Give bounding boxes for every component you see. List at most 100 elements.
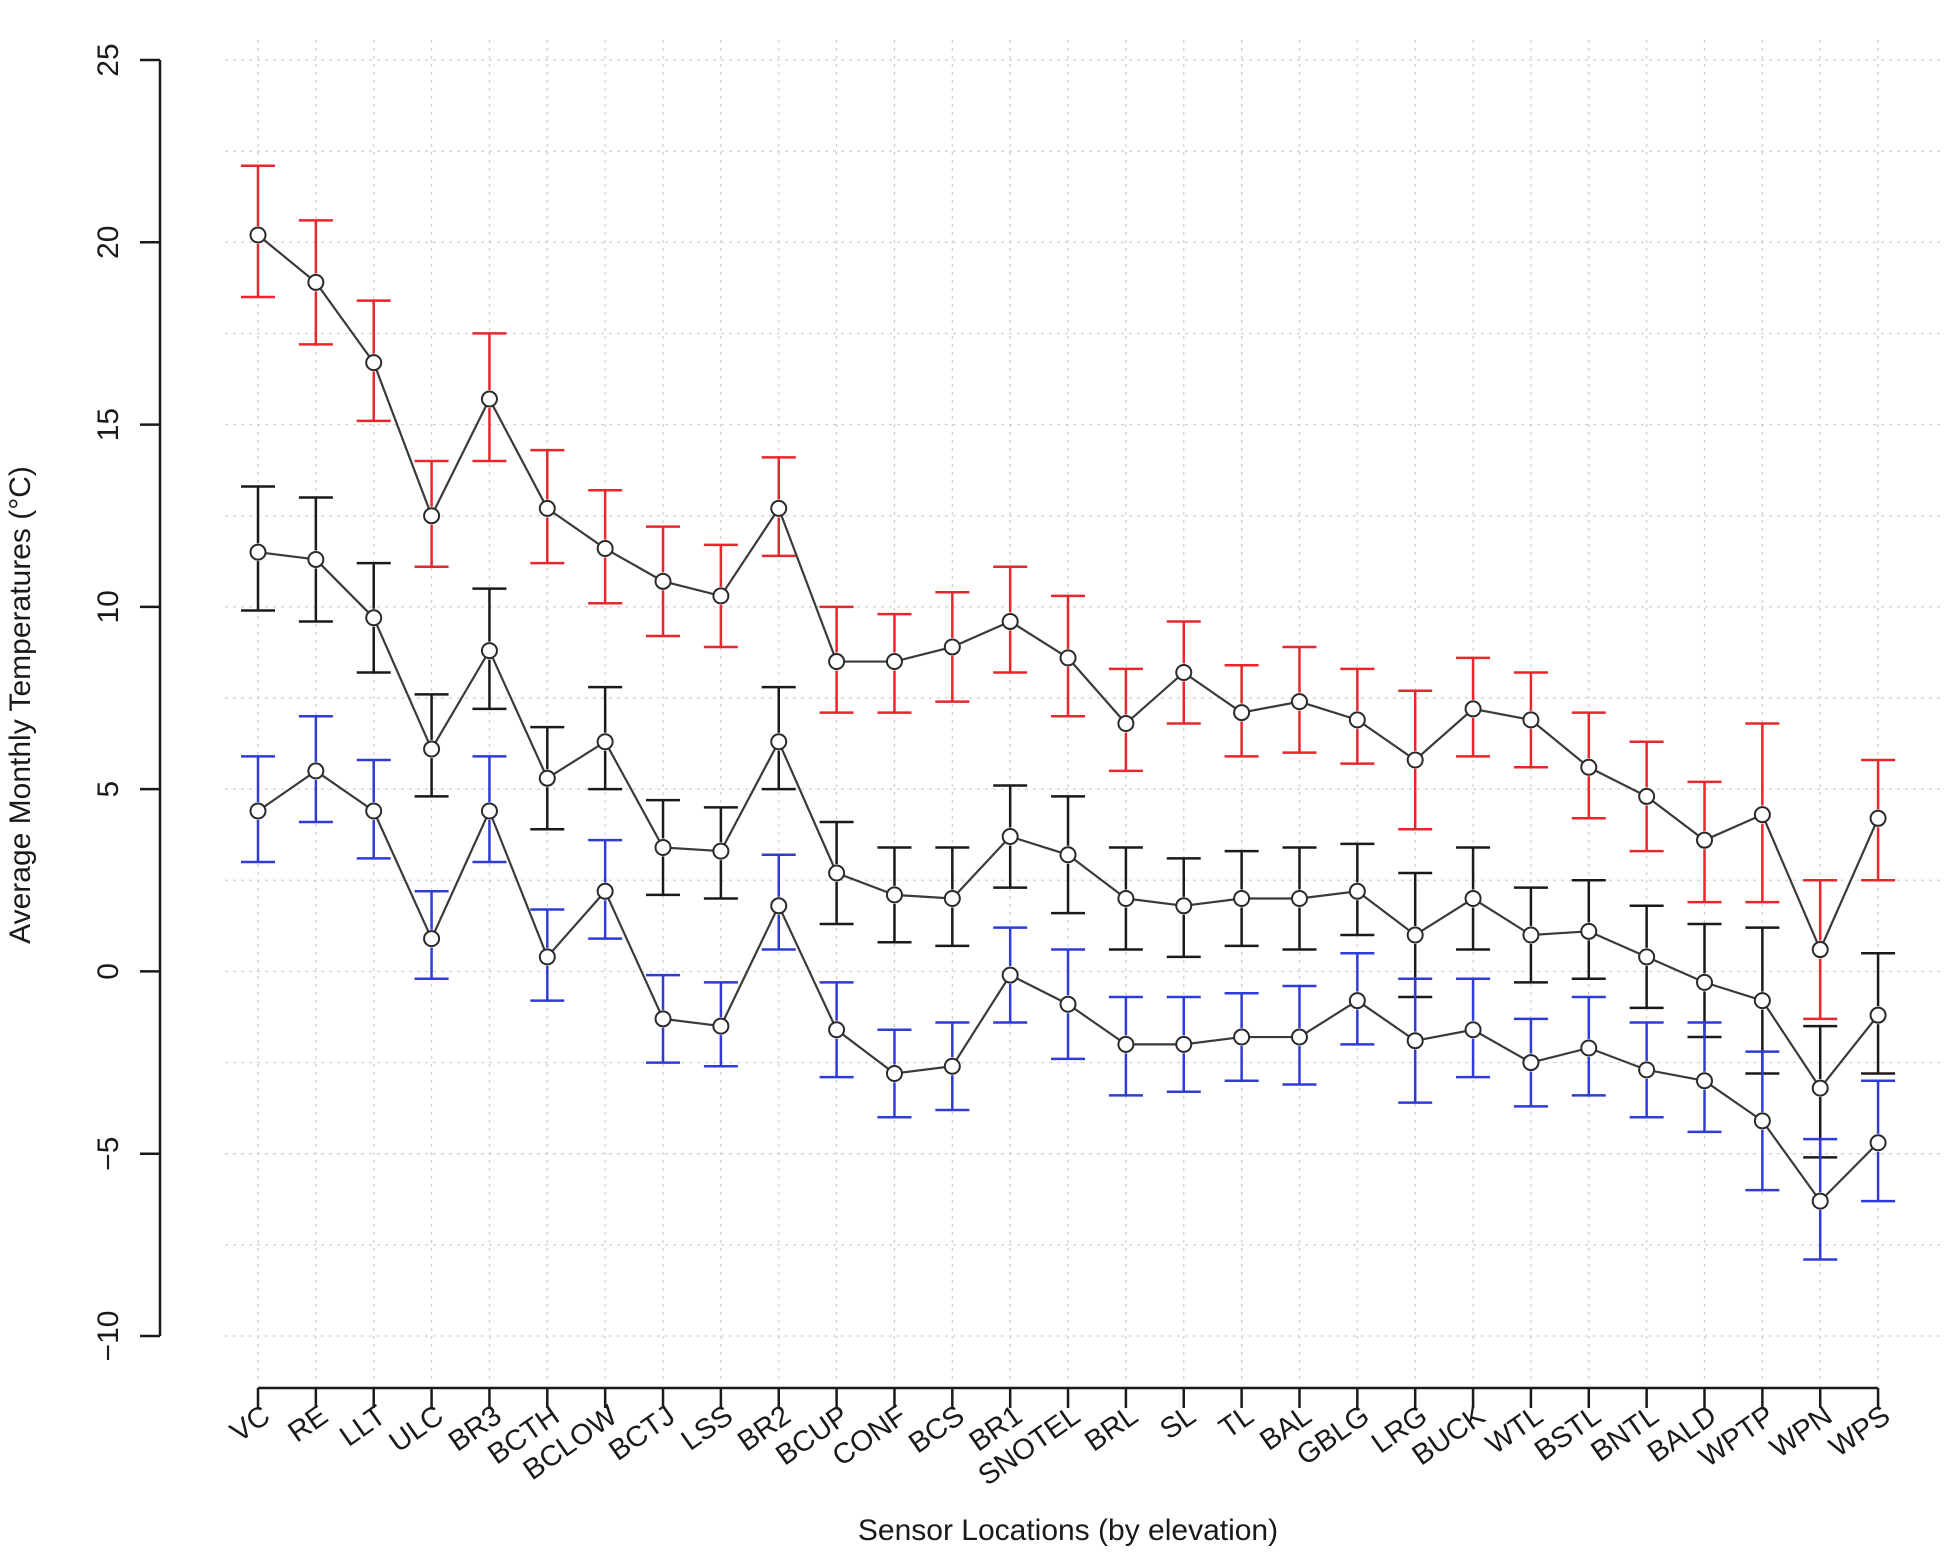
error-bar [588, 838, 623, 940]
error-bar [1108, 846, 1143, 951]
data-point [1290, 890, 1308, 908]
error-bar [1745, 1050, 1780, 1192]
error-bar [1398, 689, 1433, 831]
data-point [1117, 715, 1135, 733]
error-bar [1340, 951, 1375, 1046]
data-point [1638, 787, 1656, 805]
error-bar [1340, 667, 1375, 765]
data-point [1233, 890, 1251, 908]
error-bar [1456, 977, 1491, 1079]
x-tick-label: ULC [384, 1400, 450, 1459]
y-tick-label: −5 [92, 1137, 125, 1171]
y-axis-title: Average Monthly Temperatures (°C) [4, 466, 37, 944]
data-point [1696, 831, 1713, 849]
data-point [480, 390, 498, 408]
data-point [1233, 1028, 1251, 1046]
x-tick-label: LLT [334, 1399, 392, 1453]
data-point [943, 890, 961, 908]
error-bar [935, 591, 970, 703]
data-point [1811, 1192, 1829, 1210]
error-bar [298, 714, 333, 824]
error-bar [1861, 951, 1896, 1075]
error-bar [646, 973, 681, 1064]
x-tick-label: BCS [903, 1400, 970, 1460]
error-bar [1456, 656, 1491, 758]
data-point [654, 572, 672, 590]
error-bar [1861, 1079, 1896, 1203]
data-point [307, 550, 325, 568]
x-tick-label: VC [225, 1400, 276, 1449]
data-point [885, 886, 903, 904]
data-point [1869, 809, 1887, 827]
error-bar [1687, 1021, 1722, 1134]
data-point [1290, 693, 1308, 711]
data-point [828, 653, 846, 671]
data-point [538, 499, 556, 517]
data-point [1464, 1021, 1482, 1039]
error-bar [1803, 879, 1838, 1021]
y-tick-label: 20 [92, 226, 125, 259]
error-bar [1051, 948, 1086, 1061]
error-bar [1224, 849, 1259, 948]
error-bar [241, 485, 275, 612]
data-point [596, 882, 614, 900]
data-point [538, 948, 556, 966]
error-bar [819, 605, 854, 714]
data-point [1464, 890, 1482, 908]
y-tick-label: 25 [92, 43, 125, 76]
error-bar [1224, 992, 1259, 1083]
x-tick-label: TL [1214, 1400, 1260, 1446]
error-bar [1282, 846, 1317, 951]
data-point [249, 543, 267, 561]
error-bar [1051, 795, 1086, 915]
error-bar [703, 806, 738, 900]
data-point [365, 802, 383, 820]
y-tick-label: 0 [92, 963, 125, 980]
x-tick-label: LSS [676, 1400, 739, 1458]
data-point [712, 842, 730, 860]
error-bar [530, 908, 565, 1002]
data-point [480, 802, 498, 820]
data-point [1580, 1039, 1598, 1057]
error-bar [1571, 711, 1606, 820]
data-point [1233, 704, 1251, 722]
error-bar [414, 889, 449, 980]
data-point [1869, 1134, 1887, 1152]
error-bar [877, 1028, 912, 1119]
error-bar [877, 846, 912, 944]
data-point [770, 733, 788, 751]
error-bar [935, 846, 970, 948]
error-bar [298, 219, 333, 346]
error-bar [414, 693, 449, 798]
error-bar [1861, 758, 1896, 882]
error-bar [1629, 740, 1664, 853]
error-bar [1745, 722, 1780, 904]
error-bar [993, 784, 1028, 889]
error-bar [1803, 1137, 1838, 1261]
data-point [365, 609, 383, 627]
error-bar [1571, 879, 1606, 980]
data-point [943, 638, 961, 656]
data-point [1811, 1079, 1829, 1097]
error-bar [1629, 1021, 1664, 1119]
y-tick-label: 10 [92, 590, 125, 623]
error-bar [761, 685, 796, 791]
data-point [596, 733, 614, 751]
error-bar [1108, 995, 1143, 1097]
data-point [1406, 926, 1424, 944]
data-point [1638, 1061, 1656, 1079]
data-point [1580, 758, 1598, 776]
x-tick-label: WPS [1824, 1400, 1896, 1464]
data-point [654, 1010, 672, 1028]
data-point [1001, 966, 1019, 984]
error-bar [703, 543, 738, 649]
error-bar [1687, 780, 1722, 904]
axes [158, 60, 1878, 1390]
data-point [307, 762, 325, 780]
data-point [1348, 992, 1366, 1010]
error-bar [1224, 663, 1259, 758]
data-point [1406, 1032, 1424, 1050]
error-bar [646, 525, 681, 638]
error-bar [414, 459, 449, 569]
error-bar [1745, 926, 1780, 1075]
